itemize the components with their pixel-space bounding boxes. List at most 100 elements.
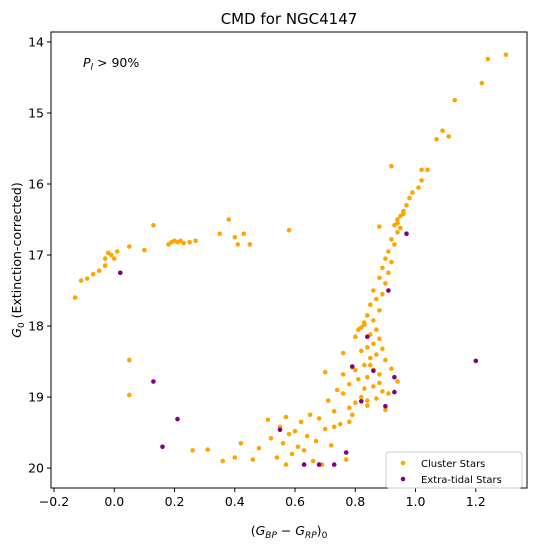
cluster-star-point <box>374 327 379 332</box>
cluster-star-point <box>90 271 96 277</box>
cluster-star-point <box>377 308 382 313</box>
cluster-star-point <box>283 414 289 420</box>
y-tick-label: 18 <box>28 319 44 334</box>
cluster-star-point <box>359 394 364 400</box>
x-axis-ticks: −0.2 0.0 0.2 0.4 0.6 0.8 1.0 1.2 <box>39 488 486 509</box>
y-tick-label: 17 <box>28 248 44 263</box>
cluster-star-point <box>359 348 364 354</box>
cluster-star-point <box>365 374 370 380</box>
cluster-star-point <box>241 231 247 236</box>
chart-title: CMD for NGC4147 <box>221 10 358 28</box>
cluster-star-point <box>401 211 406 217</box>
x-tick-label: 0.2 <box>165 494 185 509</box>
y-axis-ticks: 14 15 16 17 18 19 20 <box>28 34 51 476</box>
cluster-star-point <box>350 412 355 418</box>
cluster-star-point <box>365 313 370 318</box>
cluster-star-point <box>127 357 132 363</box>
cluster-star-point <box>96 268 102 274</box>
cluster-star-point <box>452 97 458 103</box>
cluster-star-point <box>247 242 253 247</box>
extratidal-star-point <box>118 270 123 276</box>
cluster-star-point <box>250 457 256 462</box>
legend: Cluster Stars Extra-tidal Stars <box>385 451 523 489</box>
extratidal-star-point <box>371 368 376 374</box>
cluster-star-point <box>331 409 337 414</box>
x-tick-label: 0.8 <box>345 494 365 509</box>
extratidal-star-point <box>359 399 364 404</box>
cluster-star-point <box>292 428 298 434</box>
plot-area <box>50 31 528 489</box>
cluster-star-point <box>340 350 346 356</box>
cluster-star-point <box>392 242 397 247</box>
cluster-star-point <box>419 178 424 183</box>
extratidal-star-point <box>151 379 156 384</box>
extratidal-star-point <box>386 288 391 293</box>
cluster-star-point <box>371 341 376 347</box>
cluster-star-point <box>377 336 382 342</box>
cluster-star-point <box>78 278 84 283</box>
cluster-star-point <box>274 455 280 460</box>
cluster-star-point <box>389 366 394 372</box>
extratidal-star-point <box>404 231 409 236</box>
cluster-star-point <box>193 238 198 244</box>
cluster-star-point <box>368 355 373 361</box>
extratidal-star-point <box>383 404 388 409</box>
data-points <box>72 52 509 467</box>
cluster-star-point <box>298 419 304 425</box>
cluster-star-point <box>383 256 388 261</box>
cluster-star-point <box>127 392 132 398</box>
extratidal-star-point <box>277 427 283 433</box>
y-tick-label: 16 <box>28 177 44 192</box>
cluster-star-point <box>395 217 400 222</box>
cluster-star-point <box>389 237 394 242</box>
cluster-star-point <box>102 263 108 269</box>
cluster-star-point <box>383 281 388 286</box>
cluster-star-point <box>389 163 394 169</box>
extratidal-star-point <box>175 416 180 422</box>
cluster-star-point <box>377 380 382 386</box>
cluster-star-point <box>386 270 391 276</box>
cluster-star-point <box>283 462 289 467</box>
cluster-star-point <box>404 203 409 208</box>
cluster-star-point <box>395 230 400 235</box>
cluster-star-point <box>316 416 322 421</box>
cluster-star-point <box>365 403 370 408</box>
cluster-star-point <box>115 249 120 254</box>
cluster-star-point <box>377 224 382 229</box>
extratidal-star-point <box>301 462 307 467</box>
cluster-star-point <box>386 249 391 254</box>
cluster-star-point <box>347 419 352 425</box>
cluster-star-point <box>395 220 400 226</box>
cluster-star-point <box>347 405 352 411</box>
cluster-star-point <box>235 242 241 247</box>
cluster-star-point <box>356 377 361 382</box>
cluster-star-point <box>434 137 439 142</box>
x-tick-label: 1.0 <box>406 494 426 509</box>
cluster-star-point <box>362 320 367 325</box>
cluster-star-point <box>307 412 313 418</box>
cluster-star-point <box>313 438 319 444</box>
cluster-star-point <box>410 190 415 195</box>
extratidal-star-point <box>343 450 349 455</box>
cluster-star-point <box>102 256 108 261</box>
y-axis-label: G0 (Extinction-corrected) <box>9 182 27 337</box>
cluster-star-point <box>380 291 385 297</box>
legend-marker-extratidal <box>400 476 406 482</box>
cluster-star-point <box>380 346 385 352</box>
cluster-star-point <box>286 431 292 437</box>
cluster-star-point <box>190 448 195 453</box>
cluster-star-point <box>380 389 385 394</box>
cluster-star-point <box>368 302 373 308</box>
cluster-star-point <box>419 167 424 173</box>
cluster-star-point <box>72 295 78 300</box>
cluster-star-point <box>187 239 192 245</box>
legend-label-cluster: Cluster Stars <box>421 459 485 470</box>
cluster-star-point <box>304 433 310 439</box>
cluster-star-point <box>340 391 346 396</box>
cluster-star-point <box>371 384 376 389</box>
extratidal-star-point <box>473 358 479 364</box>
extratidal-star-point <box>350 364 355 369</box>
cluster-star-point <box>142 247 147 253</box>
cluster-star-point <box>485 56 491 62</box>
cluster-star-point <box>337 421 343 427</box>
